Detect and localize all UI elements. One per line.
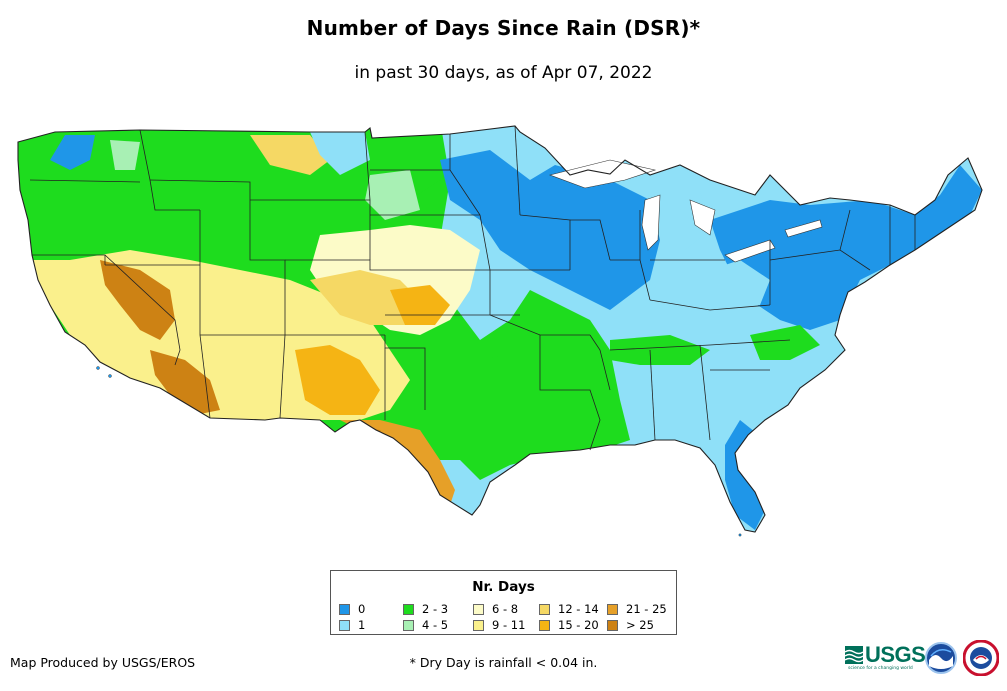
map-subtitle: in past 30 days, as of Apr 07, 2022	[354, 63, 653, 83]
usgs-wave-icon	[845, 646, 863, 664]
legend-title: Nr. Days	[472, 579, 535, 595]
legend-item: 12 - 14	[539, 602, 599, 616]
legend-label: 2 - 3	[422, 602, 449, 616]
credit-text: Map Produced by USGS/EROS	[10, 655, 196, 670]
legend-item: 9 - 11	[473, 618, 525, 632]
legend-swatch	[473, 603, 484, 615]
usgs-logo-text: USGS	[865, 642, 926, 667]
legend-swatch	[339, 603, 350, 615]
legend-label: 15 - 20	[558, 618, 599, 632]
island-marks	[96, 366, 742, 537]
legend-label: 12 - 14	[558, 602, 599, 616]
legend-label: 0	[358, 602, 366, 616]
zone-1-day-north-dakota	[310, 132, 370, 175]
zone-0-days-washington	[50, 135, 95, 170]
zone-4-5-days-south-dakota	[365, 170, 420, 220]
legend-item: 21 - 25	[607, 602, 667, 616]
footnote-text: * Dry Day is rainfall < 0.04 in.	[409, 655, 598, 670]
zone-2-3-days-tennessee	[610, 335, 710, 365]
zone-0-days-midwest	[440, 150, 660, 310]
nws-logo-icon	[963, 640, 999, 676]
lake-ontario	[784, 219, 823, 238]
lake-superior	[548, 159, 657, 189]
zone-2-3-days-south	[440, 340, 620, 480]
usgs-logo: USGS	[845, 642, 926, 668]
legend-item: > 25	[607, 618, 654, 632]
great-lakes	[548, 159, 823, 263]
lake-huron	[689, 199, 716, 236]
us-map-svg	[17, 125, 983, 537]
legend-swatch	[539, 619, 550, 631]
legend-swatch	[607, 603, 618, 615]
legend-label: 9 - 11	[492, 618, 526, 632]
agency-logos: USGS science for a changing world	[840, 636, 1005, 680]
legend-label: 6 - 8	[492, 602, 519, 616]
legend-swatch	[339, 619, 350, 631]
legend-item: 15 - 20	[539, 618, 599, 632]
lake-michigan	[641, 194, 661, 251]
legend-item: 1	[339, 618, 365, 632]
legend-item: 4 - 5	[403, 618, 448, 632]
zone-over-25-days-arizona	[150, 350, 220, 415]
legend-item: 6 - 8	[473, 602, 518, 616]
lake-erie	[724, 239, 776, 263]
zone-1-day-michigan	[660, 180, 710, 250]
zone-15-20-days-new-mexico	[295, 345, 380, 415]
noaa-logo-icon	[925, 642, 957, 674]
zone-12-14-days-colorado	[310, 270, 420, 325]
zone-2-3-days-carolina	[750, 325, 820, 360]
legend-swatch	[539, 603, 550, 615]
usgs-tagline: science for a changing world	[848, 666, 913, 671]
map-title: Number of Days Since Rain (DSR)*	[306, 16, 701, 40]
legend-label: 4 - 5	[422, 618, 449, 632]
legend-swatch	[403, 603, 414, 615]
zone-4-5-days-idaho	[110, 140, 140, 170]
legend-label: 1	[358, 618, 366, 632]
dsr-map	[10, 120, 1000, 540]
legend-label: > 25	[626, 618, 654, 632]
zone-12-14-days-montana	[250, 135, 330, 175]
rainfall-zones	[18, 126, 982, 532]
legend-swatch	[403, 619, 414, 631]
zone-21-25-days-west-texas	[340, 420, 455, 505]
legend-item: 0	[339, 602, 365, 616]
zone-over-25-days-nevada	[100, 260, 175, 340]
zone-0-days-northeast	[710, 165, 982, 330]
state-borders	[17, 125, 983, 533]
legend-swatch	[607, 619, 618, 631]
zone-0-days-florida	[725, 420, 775, 530]
legend-swatch	[473, 619, 484, 631]
zone-1-day-ohio	[710, 260, 770, 305]
legend-label: 21 - 25	[626, 602, 667, 616]
legend-item: 2 - 3	[403, 602, 448, 616]
legend: Nr. Days 0 1 2 - 3 4 - 5 6 - 8 9 - 11 12 - 14 1…	[330, 570, 677, 635]
